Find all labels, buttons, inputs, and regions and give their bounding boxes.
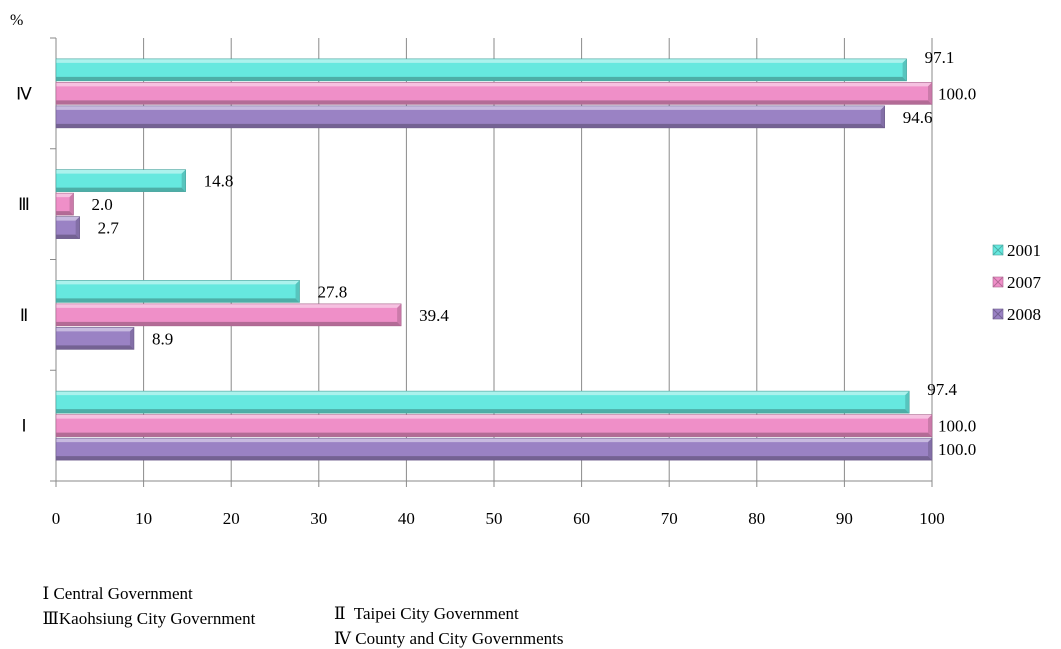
value-labels: 97.1 100.0 94.6 14.8 2.0 2.7 27.8 39.4 8.9 97.4 10… bbox=[92, 48, 977, 459]
bar bbox=[55, 82, 933, 105]
category-label: Ⅳ bbox=[16, 84, 32, 103]
x-tick-label: 100 bbox=[919, 509, 945, 528]
legend-item: 2001 bbox=[992, 241, 1041, 260]
x-tick-label: 50 bbox=[486, 509, 503, 528]
bar bbox=[55, 414, 933, 437]
x-tick-label: 20 bbox=[223, 509, 240, 528]
value-label: 97.1 bbox=[925, 48, 955, 67]
x-tick-label: 40 bbox=[398, 509, 415, 528]
bar bbox=[55, 58, 907, 82]
value-label: 8.9 bbox=[152, 329, 173, 348]
legend-item: 2007 bbox=[992, 273, 1042, 292]
note-iv: Ⅳ County and City Governments bbox=[334, 629, 564, 648]
x-tick-labels: 0 10 20 30 40 50 60 70 80 90 100 bbox=[52, 509, 945, 528]
bar bbox=[55, 216, 80, 239]
value-label: 97.4 bbox=[927, 380, 957, 399]
x-tick-label: 70 bbox=[661, 509, 678, 528]
value-label: 14.8 bbox=[204, 172, 234, 191]
x-tick-label: 0 bbox=[52, 509, 61, 528]
bar bbox=[55, 105, 885, 129]
legend-label: 2001 bbox=[1007, 241, 1041, 260]
note-ii: Ⅱ Taipei City Government bbox=[334, 604, 519, 623]
bar bbox=[55, 327, 135, 350]
value-label: 100.0 bbox=[938, 440, 976, 459]
value-label: 100.0 bbox=[938, 84, 976, 103]
note-iii: ⅢKaohsiung City Government bbox=[42, 609, 256, 628]
bar bbox=[55, 437, 933, 461]
x-tick-label: 80 bbox=[748, 509, 765, 528]
bars bbox=[55, 58, 933, 461]
bar bbox=[55, 169, 186, 192]
bar bbox=[55, 280, 300, 303]
bar-chart: % 97.1 100.0 94.6 14.8 2.0 2.7 27.8 39.4 8.9 97.4… bbox=[10, 12, 1042, 528]
bar bbox=[55, 390, 910, 414]
value-label: 39.4 bbox=[419, 306, 449, 325]
x-tick-label: 60 bbox=[573, 509, 590, 528]
x-tick-label: 30 bbox=[310, 509, 327, 528]
x-tick-label: 90 bbox=[836, 509, 853, 528]
bar bbox=[55, 303, 402, 327]
legend-item: 2008 bbox=[992, 305, 1041, 324]
category-label: Ⅲ bbox=[18, 195, 30, 214]
note-i: Ⅰ Central Government bbox=[42, 584, 193, 603]
value-label: 2.7 bbox=[98, 219, 120, 238]
x-tick-label: 10 bbox=[135, 509, 152, 528]
value-label: 100.0 bbox=[938, 417, 976, 436]
legend: 2001 2007 2008 bbox=[992, 241, 1042, 324]
category-label: Ⅱ bbox=[20, 306, 28, 325]
legend-label: 2007 bbox=[1007, 273, 1042, 292]
category-label: Ⅰ bbox=[21, 417, 26, 436]
bar bbox=[55, 192, 74, 216]
notes-row-2: ⅢKaohsiung City Government Ⅳ County and … bbox=[34, 589, 564, 649]
category-labels: Ⅳ Ⅲ Ⅱ Ⅰ bbox=[16, 84, 32, 435]
value-label: 27.8 bbox=[318, 282, 348, 301]
legend-label: 2008 bbox=[1007, 305, 1041, 324]
value-label: 2.0 bbox=[92, 195, 113, 214]
value-label: 94.6 bbox=[903, 108, 933, 127]
unit-label: % bbox=[10, 12, 23, 29]
